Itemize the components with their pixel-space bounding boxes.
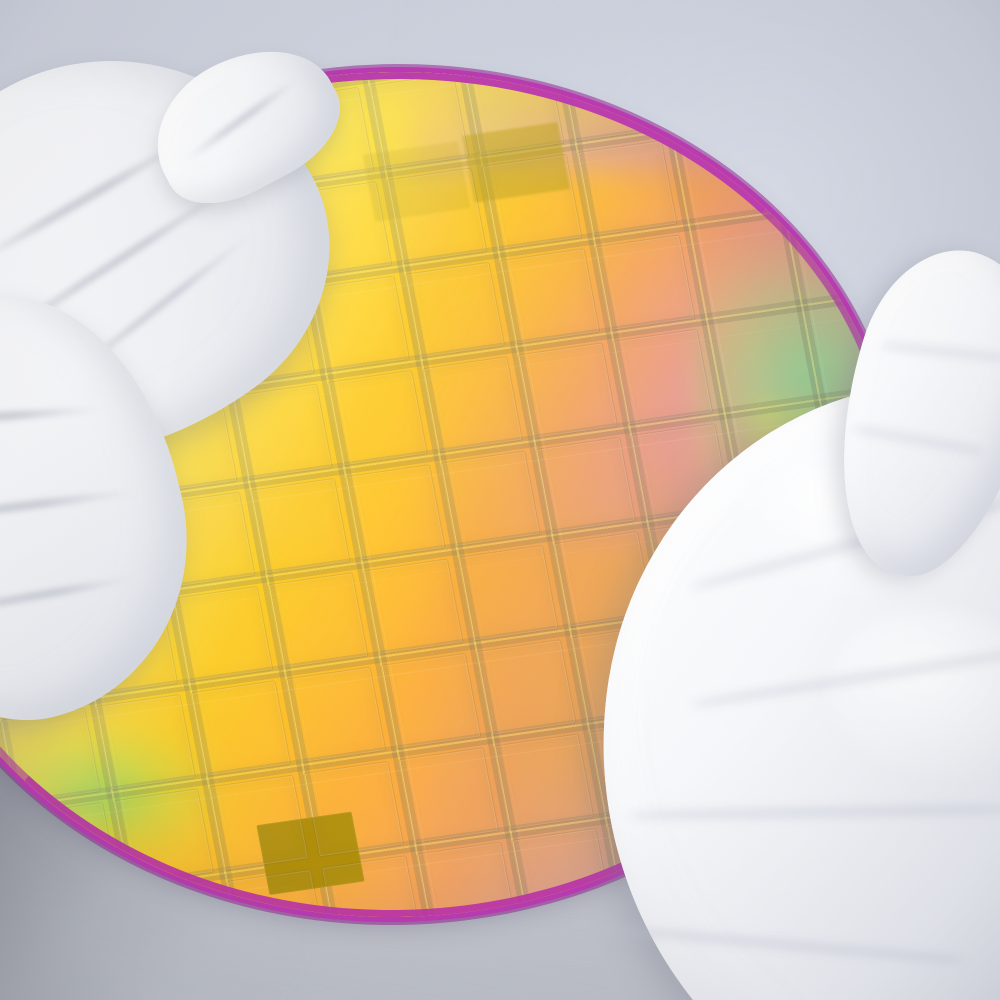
wafer-die <box>499 248 601 345</box>
wafer-die <box>172 585 274 683</box>
wafer-die <box>380 652 482 750</box>
wafer-die <box>517 342 619 440</box>
wafer-die <box>368 73 470 170</box>
wafer-die <box>576 140 678 237</box>
wafer-die <box>457 544 559 642</box>
wafer-die <box>0 815 24 913</box>
wafer-die <box>267 572 369 669</box>
wafer-die <box>386 167 488 265</box>
wafer-die <box>320 855 423 928</box>
wafer-die <box>439 450 541 548</box>
wafer-die <box>249 477 351 575</box>
wafer-die <box>225 868 327 928</box>
wafer-die <box>326 369 429 467</box>
wafer-die <box>481 153 583 251</box>
wafer-die <box>398 747 500 844</box>
wafer-die <box>594 234 696 332</box>
wafer-die <box>95 693 197 791</box>
wafer-die <box>190 680 292 778</box>
wafer-die <box>285 666 387 764</box>
glove-crease <box>0 404 105 430</box>
wafer-die <box>475 639 577 736</box>
wafer-die <box>612 328 714 426</box>
wafer-die <box>130 882 232 928</box>
wafer-die <box>0 707 102 805</box>
wafer-die <box>231 383 333 481</box>
glove-crease <box>182 75 301 165</box>
wafer-die <box>493 733 595 831</box>
wafer-die <box>309 275 411 373</box>
glove-fold <box>880 340 1000 364</box>
wafer-die <box>416 841 518 928</box>
glove-crease <box>0 486 140 528</box>
wafer-die <box>207 774 310 872</box>
wafer-die <box>17 801 119 899</box>
glove-knuckle-highlight <box>816 593 1000 796</box>
wafer-die <box>344 464 446 561</box>
glove-crease <box>0 574 135 618</box>
wafer-die <box>534 436 637 534</box>
wafer-die <box>112 788 215 886</box>
wafer-die <box>511 827 613 925</box>
wafer-die <box>404 261 506 359</box>
glove-fold <box>852 424 986 458</box>
wafer-die <box>558 61 660 143</box>
wafer-die <box>463 61 565 157</box>
glove-fold <box>628 802 1000 823</box>
wafer-die <box>303 760 405 858</box>
wafer-die <box>362 558 464 656</box>
wafer-die <box>421 356 524 453</box>
